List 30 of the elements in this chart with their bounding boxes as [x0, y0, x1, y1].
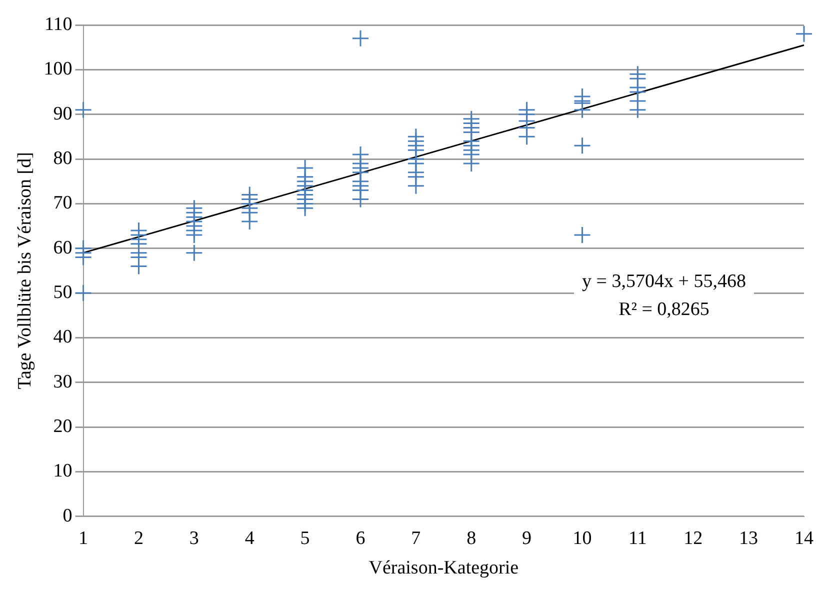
y-tick-label: 60 [53, 237, 72, 258]
x-tick-label: 8 [466, 528, 476, 549]
annotation: R² = 0,8265 [618, 298, 710, 320]
x-tick-label: 13 [739, 528, 758, 549]
x-tick-label: 10 [572, 528, 592, 549]
y-tick-label: 40 [53, 326, 72, 348]
x-tick-label: 9 [522, 528, 532, 549]
x-tick-label: 2 [134, 528, 144, 549]
y-axis-title: Tage Vollblüte bis Véraison [d] [14, 152, 36, 390]
x-tick-label: 6 [356, 528, 366, 549]
y-tick-label: 20 [53, 416, 72, 438]
x-tick-label: 7 [411, 528, 421, 549]
y-tick-label: 30 [53, 371, 72, 392]
x-tick-label: 1 [78, 528, 88, 549]
x-tick-label: 3 [189, 528, 199, 549]
x-tick-label: 4 [244, 528, 255, 549]
x-axis-title: Véraison-Kategorie [368, 558, 519, 579]
y-tick-label: 70 [53, 192, 72, 214]
y-tick-label: 50 [53, 282, 72, 304]
y-tick-label: 0 [62, 505, 72, 526]
x-tick-label: 11 [628, 528, 647, 549]
x-tick-label: 5 [300, 528, 310, 549]
y-tick-label: 110 [44, 14, 72, 35]
annotation: y = 3,5704x + 55,468 [582, 270, 746, 292]
x-tick-label: 14 [794, 528, 814, 549]
y-tick-label: 80 [53, 148, 72, 170]
y-tick-label: 90 [53, 103, 72, 124]
y-tick-label: 100 [44, 58, 72, 80]
y-tick-label: 10 [53, 460, 72, 482]
x-tick-label: 12 [684, 528, 703, 549]
